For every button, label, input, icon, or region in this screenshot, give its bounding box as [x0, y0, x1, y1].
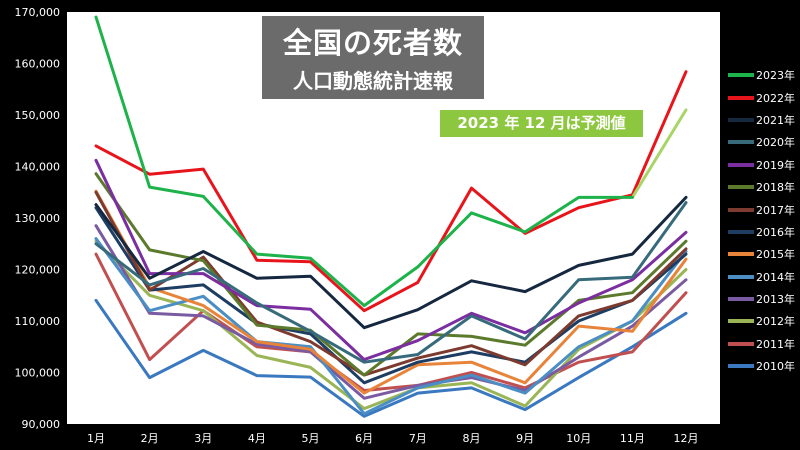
y-tick-label: 120,000: [15, 264, 61, 277]
title-box: 全国の死者数 人口動態統計速報: [262, 16, 484, 99]
series-line: [94, 190, 688, 377]
legend-item: 2022年: [728, 86, 800, 108]
legend-label: 2016年: [756, 225, 795, 239]
legend-item: 2021年: [728, 109, 800, 131]
legend-label: 2023年: [756, 69, 795, 83]
legend-swatch: [728, 297, 754, 302]
x-tick-label: 4月: [248, 432, 266, 445]
series-line: [94, 237, 688, 416]
legend-swatch: [728, 341, 754, 346]
legend-label: 2014年: [756, 270, 795, 284]
x-tick-label: 3月: [194, 432, 212, 445]
legend-label: 2010年: [756, 360, 795, 374]
series-line: [94, 189, 688, 395]
chart-subtitle: 人口動態統計速報: [293, 69, 453, 93]
legend-swatch: [728, 185, 754, 190]
series-line: [94, 298, 688, 418]
x-tick-label: 2月: [141, 432, 159, 445]
legend-label: 2022年: [756, 91, 795, 105]
legend-item: 2014年: [728, 266, 800, 288]
legend-swatch: [728, 73, 754, 78]
legend-swatch: [728, 274, 754, 279]
legend-swatch: [728, 162, 754, 167]
legend-item: 2011年: [728, 333, 800, 355]
forecast-annotation: 2023 年 12 月は予測値: [440, 110, 643, 137]
y-axis-ticks: 90,000 100,000 110,000 120,000 130,000 140,00…: [15, 6, 61, 431]
x-tick-label: 9月: [516, 432, 534, 445]
legend-swatch: [728, 95, 754, 100]
legend-item: 2015年: [728, 243, 800, 265]
x-tick-label: 6月: [355, 432, 373, 445]
y-tick-label: 110,000: [15, 315, 61, 328]
series-line: [94, 239, 688, 411]
series-line: [94, 195, 688, 330]
y-tick-label: 160,000: [15, 58, 61, 71]
legend-swatch: [728, 140, 754, 145]
legend-item: 2017年: [728, 198, 800, 220]
legend-label: 2011年: [756, 337, 795, 351]
x-tick-label: 1月: [87, 432, 105, 445]
legend-item: 2013年: [728, 288, 800, 310]
series-line: [94, 224, 688, 400]
series-lines: [94, 15, 688, 418]
x-tick-label: 5月: [302, 432, 320, 445]
legend-label: 2020年: [756, 136, 795, 150]
series-line: [94, 206, 688, 385]
legend-swatch: [728, 252, 754, 257]
legend-label: 2013年: [756, 293, 795, 307]
chart-title: 全国の死者数: [282, 26, 463, 60]
legend-swatch: [728, 207, 754, 212]
legend-swatch: [728, 364, 754, 369]
series-line: [94, 15, 634, 308]
y-tick-label: 150,000: [15, 109, 61, 122]
legend-swatch: [728, 319, 754, 324]
y-tick-label: 170,000: [15, 6, 61, 19]
legend-label: 2012年: [756, 315, 795, 329]
x-tick-label: 10月: [566, 432, 591, 445]
legend-item: 2018年: [728, 176, 800, 198]
series-line: [94, 158, 688, 362]
legend-swatch: [728, 117, 754, 122]
legend-item: 2023年: [728, 64, 800, 86]
legend-item: 2010年: [728, 355, 800, 377]
legend-item: 2020年: [728, 131, 800, 153]
legend-label: 2015年: [756, 248, 795, 262]
y-tick-label: 100,000: [15, 367, 61, 380]
series-line: [94, 70, 688, 313]
legend-item: 2016年: [728, 221, 800, 243]
x-tick-label: 11月: [620, 432, 645, 445]
legend-label: 2017年: [756, 203, 795, 217]
y-tick-label: 130,000: [15, 212, 61, 225]
legend: 2023年 2022年 2021年 2020年 2019年 2018年 2017年 2016年…: [728, 64, 800, 377]
legend-item: 2019年: [728, 154, 800, 176]
legend-label: 2019年: [756, 158, 795, 172]
y-tick-label: 140,000: [15, 161, 61, 174]
legend-item: 2012年: [728, 310, 800, 332]
x-tick-label: 7月: [409, 432, 427, 445]
legend-label: 2021年: [756, 113, 795, 127]
y-tick-label: 90,000: [22, 418, 61, 431]
x-tick-label: 12月: [674, 432, 699, 445]
x-axis-ticks: 1月 2月 3月 4月 5月 6月 7月 8月 9月 10月 11月 12月: [87, 432, 699, 445]
legend-swatch: [728, 229, 754, 234]
x-tick-label: 8月: [462, 432, 480, 445]
series-line: [630, 108, 688, 199]
series-line: [94, 201, 688, 364]
series-line: [94, 252, 688, 392]
legend-label: 2018年: [756, 181, 795, 195]
